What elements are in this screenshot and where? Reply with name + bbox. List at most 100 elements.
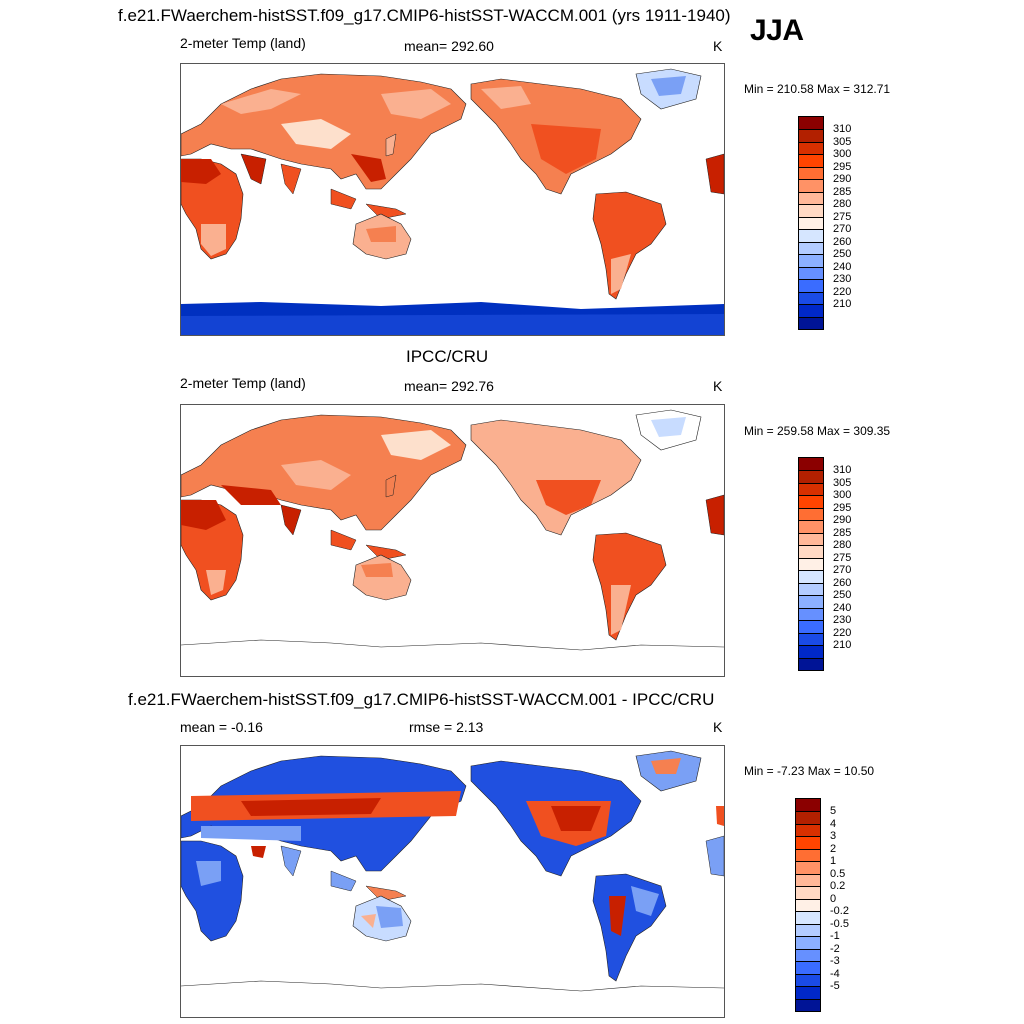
colorbar-swatch xyxy=(796,848,820,862)
colorbar-tick-label: 305 xyxy=(833,135,852,148)
colorbar-tick-label: -2 xyxy=(830,942,840,955)
colorbar-tick-label: 4 xyxy=(830,817,837,830)
colorbar-swatch xyxy=(799,254,823,267)
colorbar-tick-label: 270 xyxy=(833,564,852,577)
panel3-land xyxy=(181,750,724,992)
panel2-map xyxy=(180,404,725,677)
colorbar-tick-label: 210 xyxy=(833,639,852,652)
colorbar-tick-label: 295 xyxy=(833,160,852,173)
panel1-title: f.e21.FWaerchem-histSST.f09_g17.CMIP6-hi… xyxy=(118,6,731,25)
panel2-minmax-label: Min = 259.58 Max = 309.35 xyxy=(744,424,891,438)
colorbar-tick-label: 230 xyxy=(833,273,852,286)
panel2-title: IPCC/CRU xyxy=(406,347,489,366)
colorbar-tick-label: 280 xyxy=(833,198,852,211)
colorbar-swatch xyxy=(799,607,823,621)
colorbar-tick-label: 250 xyxy=(833,589,852,602)
colorbar-swatch xyxy=(799,117,823,130)
colorbar-swatch xyxy=(796,923,820,937)
colorbar-swatch xyxy=(799,620,823,633)
colorbar-tick-label: -1 xyxy=(830,930,840,943)
colorbar-swatch xyxy=(796,836,820,849)
colorbar-tick-label: 1 xyxy=(830,855,837,868)
colorbar-tick-label: 275 xyxy=(833,210,852,223)
australia-landmass xyxy=(352,554,412,601)
south-america-landmass xyxy=(592,191,667,300)
colorbar-swatch xyxy=(796,811,820,824)
colorbar-tick-label: 280 xyxy=(833,539,852,552)
colorbar-tick-label: 300 xyxy=(833,148,852,161)
panel1-map xyxy=(180,63,725,336)
colorbar-swatch xyxy=(799,166,823,180)
colorbar-tick-label: 305 xyxy=(833,476,852,489)
colorbar-swatch xyxy=(799,204,823,217)
colorbar-swatch xyxy=(799,241,823,255)
panel2-mean-label: mean= 292.76 xyxy=(404,378,494,394)
colorbar-tick-label: 240 xyxy=(833,260,852,273)
colorbar-swatch xyxy=(796,948,820,962)
colorbar-swatch xyxy=(799,557,823,571)
colorbar-swatch xyxy=(799,304,823,317)
colorbar-swatch xyxy=(799,582,823,596)
colorbar-swatch xyxy=(799,279,823,292)
colorbar-tick-label: -3 xyxy=(830,955,840,968)
colorbar-swatch xyxy=(799,570,823,583)
panel2-units-label: K xyxy=(713,378,723,394)
colorbar-tick-label: 275 xyxy=(833,551,852,564)
colorbar-swatch xyxy=(799,179,823,192)
colorbar-swatch xyxy=(799,216,823,230)
colorbar-swatch xyxy=(799,595,823,608)
colorbar-swatch xyxy=(799,657,823,670)
panel2-land xyxy=(181,409,724,651)
colorbar-tick-label: -0.5 xyxy=(830,917,849,930)
panel3-title: f.e21.FWaerchem-histSST.f09_g17.CMIP6-hi… xyxy=(128,690,715,709)
colorbar-swatch xyxy=(799,191,823,205)
south-america-landmass xyxy=(592,873,667,982)
colorbar-swatch xyxy=(799,645,823,658)
colorbar-tick-label: -5 xyxy=(830,980,840,993)
colorbar-swatch xyxy=(799,545,823,558)
antarctica-outline xyxy=(181,980,724,992)
colorbar-swatch xyxy=(799,482,823,496)
colorbar-swatch xyxy=(799,291,823,305)
colorbar-swatch xyxy=(796,873,820,887)
colorbar-swatch xyxy=(799,266,823,280)
colorbar-swatch xyxy=(796,961,820,974)
africa-landmass xyxy=(181,158,244,260)
panel3-minmax-label: Min = -7.23 Max = 10.50 xyxy=(744,764,875,778)
colorbar-swatch xyxy=(799,129,823,142)
colorbar-tick-label: 285 xyxy=(833,185,852,198)
colorbar-swatch xyxy=(796,973,820,987)
panel2-colorbar: 310 305 300 295 290 285 280 275 270 260 250 240 230 2… xyxy=(798,457,851,671)
colorbar-tick-label: 230 xyxy=(833,614,852,627)
colorbar-tick-label: 300 xyxy=(833,489,852,502)
panel1-variable-label: 2-meter Temp (land) xyxy=(180,35,306,51)
colorbar-tick-label: 210 xyxy=(833,298,852,311)
colorbar-tick-label: 3 xyxy=(830,830,837,843)
colorbar-swatch xyxy=(796,998,820,1011)
colorbar-swatch xyxy=(796,936,820,949)
colorbar-swatch xyxy=(799,470,823,483)
panel1-land xyxy=(181,68,724,335)
colorbar-tick-label: 310 xyxy=(833,464,852,477)
colorbar-swatch xyxy=(799,520,823,533)
panel1-mean-label: mean= 292.60 xyxy=(404,38,494,54)
colorbar-tick-label: 220 xyxy=(833,626,852,639)
panel3-rmse-label: rmse = 2.13 xyxy=(409,719,484,735)
colorbar-swatch xyxy=(796,986,820,999)
colorbar-tick-label: 260 xyxy=(833,576,852,589)
colorbar-tick-label: 285 xyxy=(833,526,852,539)
colorbar-tick-label: 220 xyxy=(833,285,852,298)
colorbar-swatch xyxy=(796,911,820,924)
colorbar-tick-label: 310 xyxy=(833,123,852,136)
colorbar-tick-label: 250 xyxy=(833,248,852,261)
colorbar-swatch xyxy=(796,861,820,874)
colorbar-tick-label: 260 xyxy=(833,235,852,248)
colorbar-tick-label: 240 xyxy=(833,601,852,614)
colorbar-swatch xyxy=(796,799,820,812)
colorbar-swatch xyxy=(799,458,823,471)
colorbar-swatch xyxy=(799,632,823,646)
panel3-units-label: K xyxy=(713,719,723,735)
colorbar-swatch xyxy=(799,532,823,546)
colorbar-swatch xyxy=(799,154,823,167)
colorbar-swatch xyxy=(799,141,823,155)
